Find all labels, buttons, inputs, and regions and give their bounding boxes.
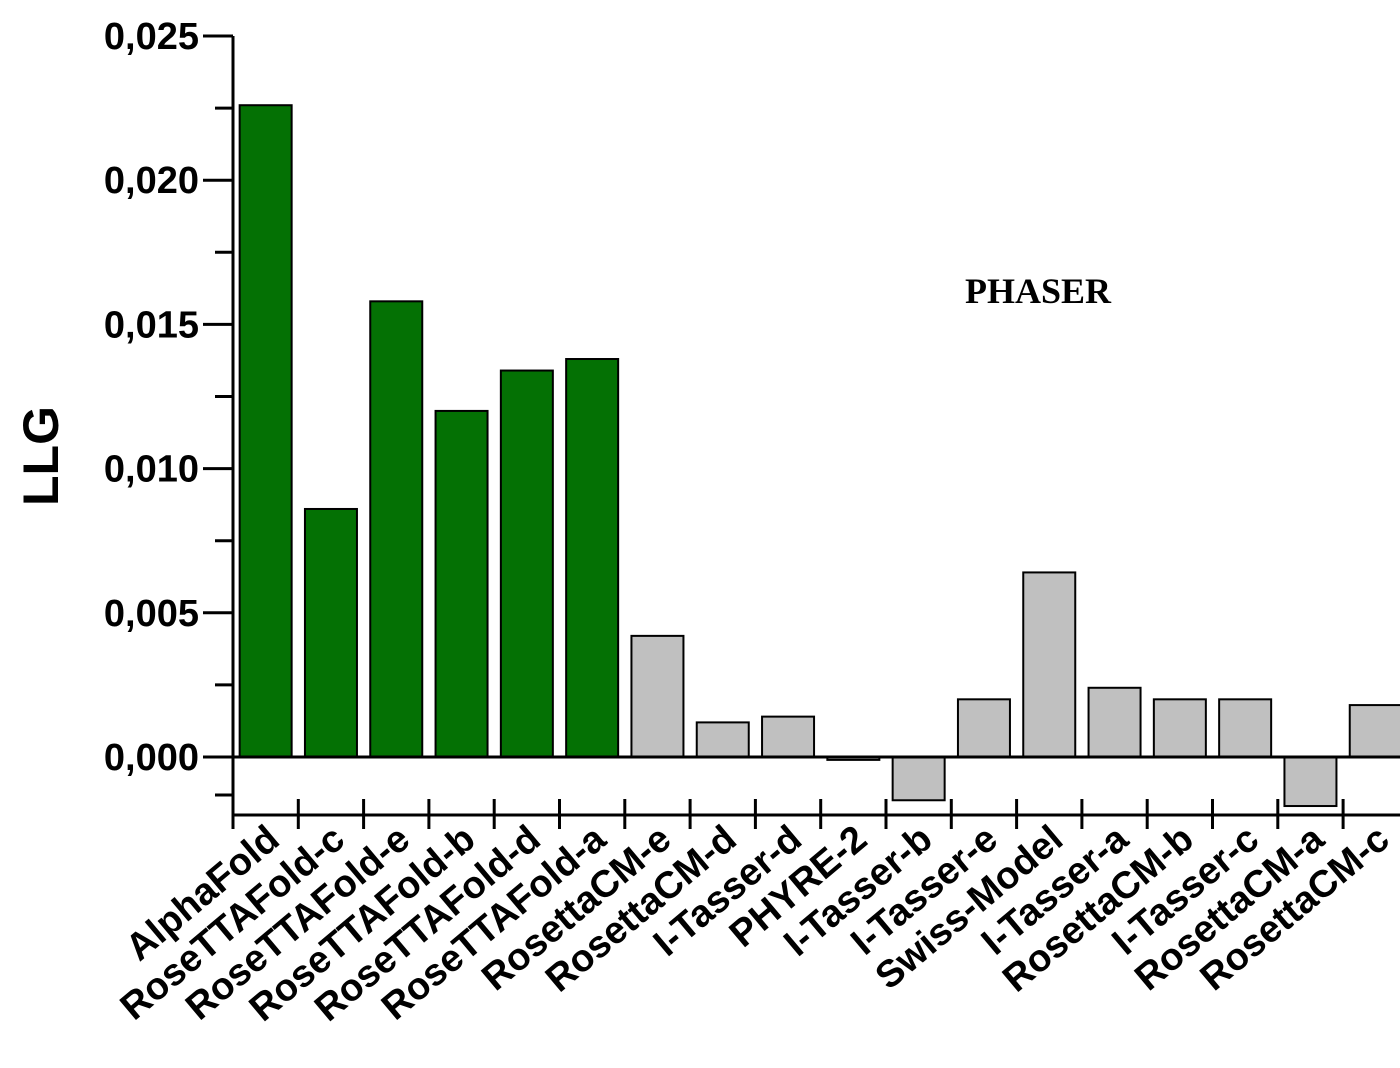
y-tick-label: 0,010 [104,449,199,491]
bar-swiss-model [1022,571,1077,759]
bar-rosettacm-b [1152,698,1207,759]
bar-alphafold [238,104,293,758]
y-tick-label: 0,015 [104,304,199,346]
bar-rosettacm-d [695,721,750,759]
bar-i-tasser-c [1218,698,1273,759]
axes-layer [203,34,1400,829]
bar-i-tasser-a [1087,686,1142,758]
bar-rosettacm-c [1348,704,1400,759]
y-tick-label: 0,025 [104,16,199,58]
bar-rosettafold-e [369,300,424,758]
bar-i-tasser-b [891,756,946,802]
bar-i-tasser-e [956,698,1011,759]
labels-layer: 0,0000,0050,0100,0150,0200,025AlphaFoldR… [104,16,1398,1030]
chart-annotation: PHASER [965,271,1112,311]
bar-rosettafold-b [434,409,489,758]
y-tick-label: 0,020 [104,160,199,202]
bar-rosettacm-a [1283,756,1338,808]
y-axis-label: LLG [13,406,69,506]
bar-rosettafold-a [565,358,620,758]
y-tick-label: 0,000 [104,737,199,779]
bar-rosettafold-c [303,507,358,759]
bar-i-tasser-d [761,715,816,759]
y-tick-label: 0,005 [104,593,199,635]
bar-rosettacm-e [630,634,685,759]
bar-rosettafold-d [499,369,554,758]
bars-layer [238,104,1400,808]
